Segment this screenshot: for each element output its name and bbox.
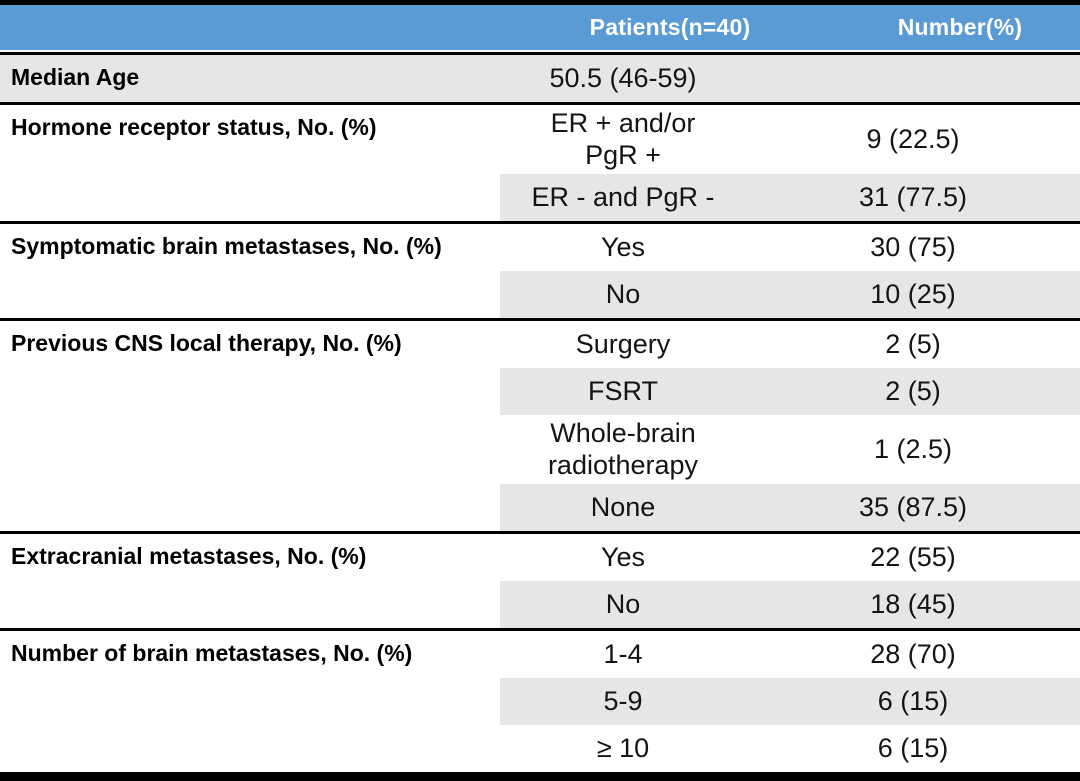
table-row: None 35 (87.5) [500,483,1080,531]
patients-value: ER + and/or PgR + [550,108,696,171]
group-rows: 50.5 (46-59) [500,55,1080,102]
table-row: Whole-brain radiotherapy 1 (2.5) [500,415,1080,484]
patients-value: None [590,491,656,522]
patients-value: Surgery [575,329,671,360]
patients-value: 1-4 [603,638,643,669]
table-row: 1-4 28 (70) [500,631,1080,678]
table-header-row: Patients(n=40) Number(%) [0,5,1080,52]
patients-value: FSRT [587,376,658,407]
row-label: Extracranial metastases, No. (%) [11,542,367,569]
table-row: 50.5 (46-59) [500,55,1080,102]
number-percent-value: 6 (15) [877,732,949,763]
number-percent-value: 10 (25) [870,279,956,310]
table-row: Yes 22 (55) [500,534,1080,581]
number-percent-value [746,77,1080,81]
patients-value: No [605,588,641,619]
patients-value: No [605,279,641,310]
table-row: ER + and/or PgR + 9 (22.5) [500,105,1080,174]
group-rows: ER + and/or PgR + 9 (22.5) ER - and PgR - 3… [500,105,1080,221]
number-percent-value: 31 (77.5) [858,182,968,213]
group-rows: Yes 22 (55) No 18 (45) [500,534,1080,628]
table-group: Median Age 50.5 (46-59) [0,52,1080,102]
table-group: Symptomatic brain metastases, No. (%) Yes… [0,220,1080,318]
number-percent-value: 2 (5) [885,329,941,360]
column-header-patients: Patients(n=40) [589,14,751,40]
number-percent-value: 6 (15) [877,685,949,716]
top-rule [0,0,1080,5]
table-row: FSRT 2 (5) [500,367,1080,415]
table-group: Extracranial metastases, No. (%) Yes 22 (5… [0,530,1080,628]
number-percent-value: 2 (5) [885,376,941,407]
patients-value: Yes [600,232,646,263]
table-row: No 10 (25) [500,270,1080,318]
table-group: Number of brain metastases, No. (%) 1-4 28… [0,627,1080,772]
row-label: Previous CNS local therapy, No. (%) [11,329,402,356]
column-header-number: Number(%) [897,14,1023,40]
row-label: Hormone receptor status, No. (%) [11,114,377,140]
patients-value: ≥ 10 [596,732,650,763]
table-row: ER - and PgR - 31 (77.5) [500,173,1080,221]
patients-value: Yes [600,541,646,572]
group-rows: Surgery 2 (5) FSRT 2 (5) Whole-brain radioth… [500,321,1080,531]
row-label: Number of brain metastases, No. (%) [11,639,413,666]
group-rows: 1-4 28 (70) 5-9 6 (15) ≥ 10 6 (15) [500,631,1080,772]
table-row: 5-9 6 (15) [500,677,1080,725]
patients-value: ER - and PgR - [531,182,715,213]
table-row: Yes 30 (75) [500,224,1080,271]
table-row: No 18 (45) [500,580,1080,628]
row-label: Median Age [11,64,140,90]
patients-value: 50.5 (46-59) [549,63,697,94]
row-label: Symptomatic brain metastases, No. (%) [11,232,442,259]
number-percent-value: 22 (55) [870,541,956,572]
bottom-rule [0,771,1080,781]
number-percent-value: 9 (22.5) [866,124,960,155]
patients-value: 5-9 [603,685,643,716]
table-row: ≥ 10 6 (15) [500,725,1080,772]
number-percent-value: 1 (2.5) [873,433,953,464]
table-group: Hormone receptor status, No. (%) ER + and… [0,102,1080,221]
number-percent-value: 30 (75) [870,232,956,263]
number-percent-value: 28 (70) [870,638,956,669]
number-percent-value: 18 (45) [870,588,956,619]
table-groups: Median Age 50.5 (46-59) Hormone receptor s… [0,52,1080,772]
patients-value: Whole-brain radiotherapy [547,417,699,481]
group-rows: Yes 30 (75) No 10 (25) [500,224,1080,318]
table-group: Previous CNS local therapy, No. (%) Surge… [0,317,1080,531]
number-percent-value: 35 (87.5) [858,491,968,522]
table-row: Surgery 2 (5) [500,321,1080,368]
